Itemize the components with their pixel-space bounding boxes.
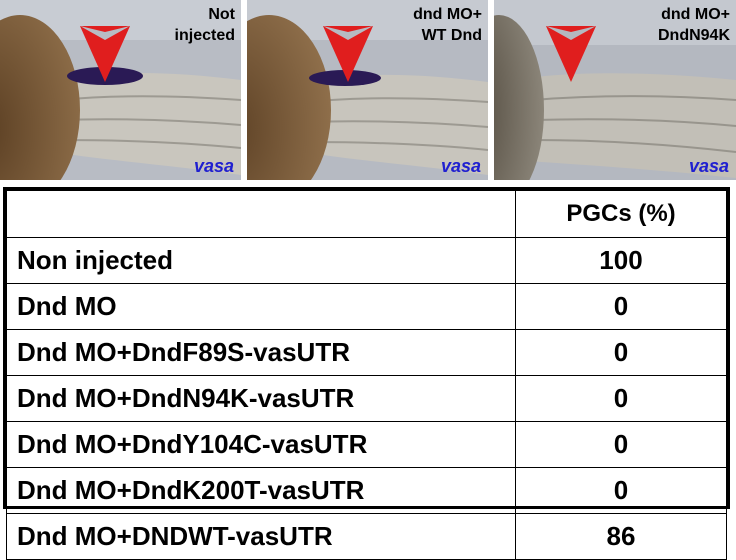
pgc-value-cell: 0 [515,467,727,514]
condition-cell: Dnd MO+DNDWT-vasUTR [6,513,516,560]
condition-cell: Dnd MO+DndY104C-vasUTR [6,421,516,468]
arrowhead-marker [546,26,596,82]
header-condition-cell [6,190,516,238]
pgc-stain [309,70,381,86]
condition-cell: Non injected [6,237,516,284]
pgc-value-cell: 100 [515,237,727,284]
gene-label: vasa [193,156,234,176]
pgc-results-table: PGCs (%) Non injected 100 Dnd MO 0 Dnd M… [3,187,730,560]
pgc-value-cell: 0 [515,283,727,330]
condition-cell: Dnd MO+DndK200T-vasUTR [6,467,516,514]
table-row: Non injected 100 [6,237,727,284]
embryo-micrograph [0,0,241,180]
embryo-micrograph [494,0,736,180]
gene-label: vasa [440,156,481,176]
embryo-micrograph [247,0,488,180]
table-row: Dnd MO+DndK200T-vasUTR 0 [6,467,727,514]
pgc-value-cell: 86 [515,513,727,560]
table-row: Dnd MO+DndN94K-vasUTR 0 [6,375,727,422]
pgc-value-cell: 0 [515,421,727,468]
arrowhead-marker [323,26,373,82]
micrograph-panel-dndn94k: dnd MO+ DndN94K vasa [494,0,736,180]
condition-cell: Dnd MO [6,283,516,330]
pgc-value-cell: 0 [515,375,727,422]
table-row: Dnd MO 0 [6,283,727,330]
panel-label: dnd MO+ WT Dnd [413,6,482,44]
gene-label: vasa [688,156,729,176]
table-row: Dnd MO+DndF89S-vasUTR 0 [6,329,727,376]
header-pgc-percent: PGCs (%) [515,190,727,238]
condition-cell: Dnd MO+DndF89S-vasUTR [6,329,516,376]
table-row: Dnd MO+DndY104C-vasUTR 0 [6,421,727,468]
table-row: Dnd MO+DNDWT-vasUTR 86 [6,513,727,560]
micrograph-panel-not-injected: Not injected vasa [0,0,241,180]
pgc-value-cell: 0 [515,329,727,376]
panel-label: Not injected [174,6,235,44]
condition-cell: Dnd MO+DndN94K-vasUTR [6,375,516,422]
table-header-row: PGCs (%) [6,190,727,238]
micrograph-panel-wt-dnd: dnd MO+ WT Dnd vasa [247,0,488,180]
arrowhead-marker [80,26,130,82]
panel-label: dnd MO+ DndN94K [657,6,730,44]
